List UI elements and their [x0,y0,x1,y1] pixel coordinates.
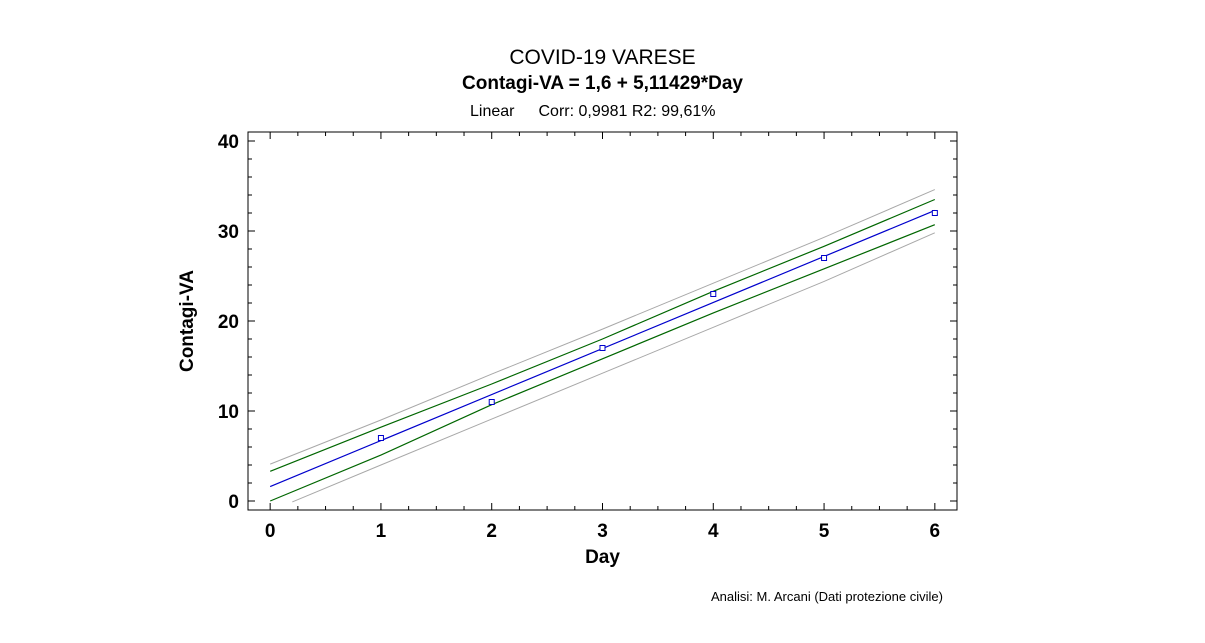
correlation-stats: Corr: 0,9981 R2: 99,61% [538,103,716,120]
chart-title: COVID-19 VARESE [509,46,696,69]
credit-note: Analisi: M. Arcani (Dati protezione civi… [711,589,943,604]
data-point [821,255,828,261]
y-axis-label: Contagi-VA [177,270,198,372]
confidence-band-lower [269,224,936,502]
data-point [931,210,938,216]
data-marks [269,209,938,488]
model-type: Linear [470,103,515,120]
x-tick-label: 4 [708,521,719,542]
confidence-band-upper [269,198,936,472]
y-tick-label: 20 [218,312,239,333]
plot-frame [247,131,958,511]
prediction-band-upper [270,189,935,465]
y-tick-label: 30 [218,222,239,243]
x-tick-label: 1 [376,521,387,542]
x-axis-label: Day [585,547,620,568]
x-tick-label: 2 [486,521,497,542]
prediction-band-lower [292,232,936,503]
x-tick-label: 0 [265,521,276,542]
regression-equation: Contagi-VA = 1,6 + 5,11429*Day [462,73,743,94]
x-tick-label: 3 [597,521,608,542]
y-tick-label: 0 [228,492,239,513]
axis-labels: 0 1 2 3 4 5 6 0 10 20 30 40 Day Contagi-VA [177,132,940,568]
bands [269,189,936,503]
x-tick-label: 5 [819,521,830,542]
axis-ticks [248,132,957,510]
y-tick-label: 10 [218,402,239,423]
model-info: Linear Corr: 0,9981 R2: 99,61% [470,103,715,121]
data-point [488,399,495,405]
y-tick-label: 40 [218,132,239,153]
data-point [377,435,384,441]
x-tick-label: 6 [930,521,941,542]
data-point [710,291,717,297]
data-point [599,345,606,351]
